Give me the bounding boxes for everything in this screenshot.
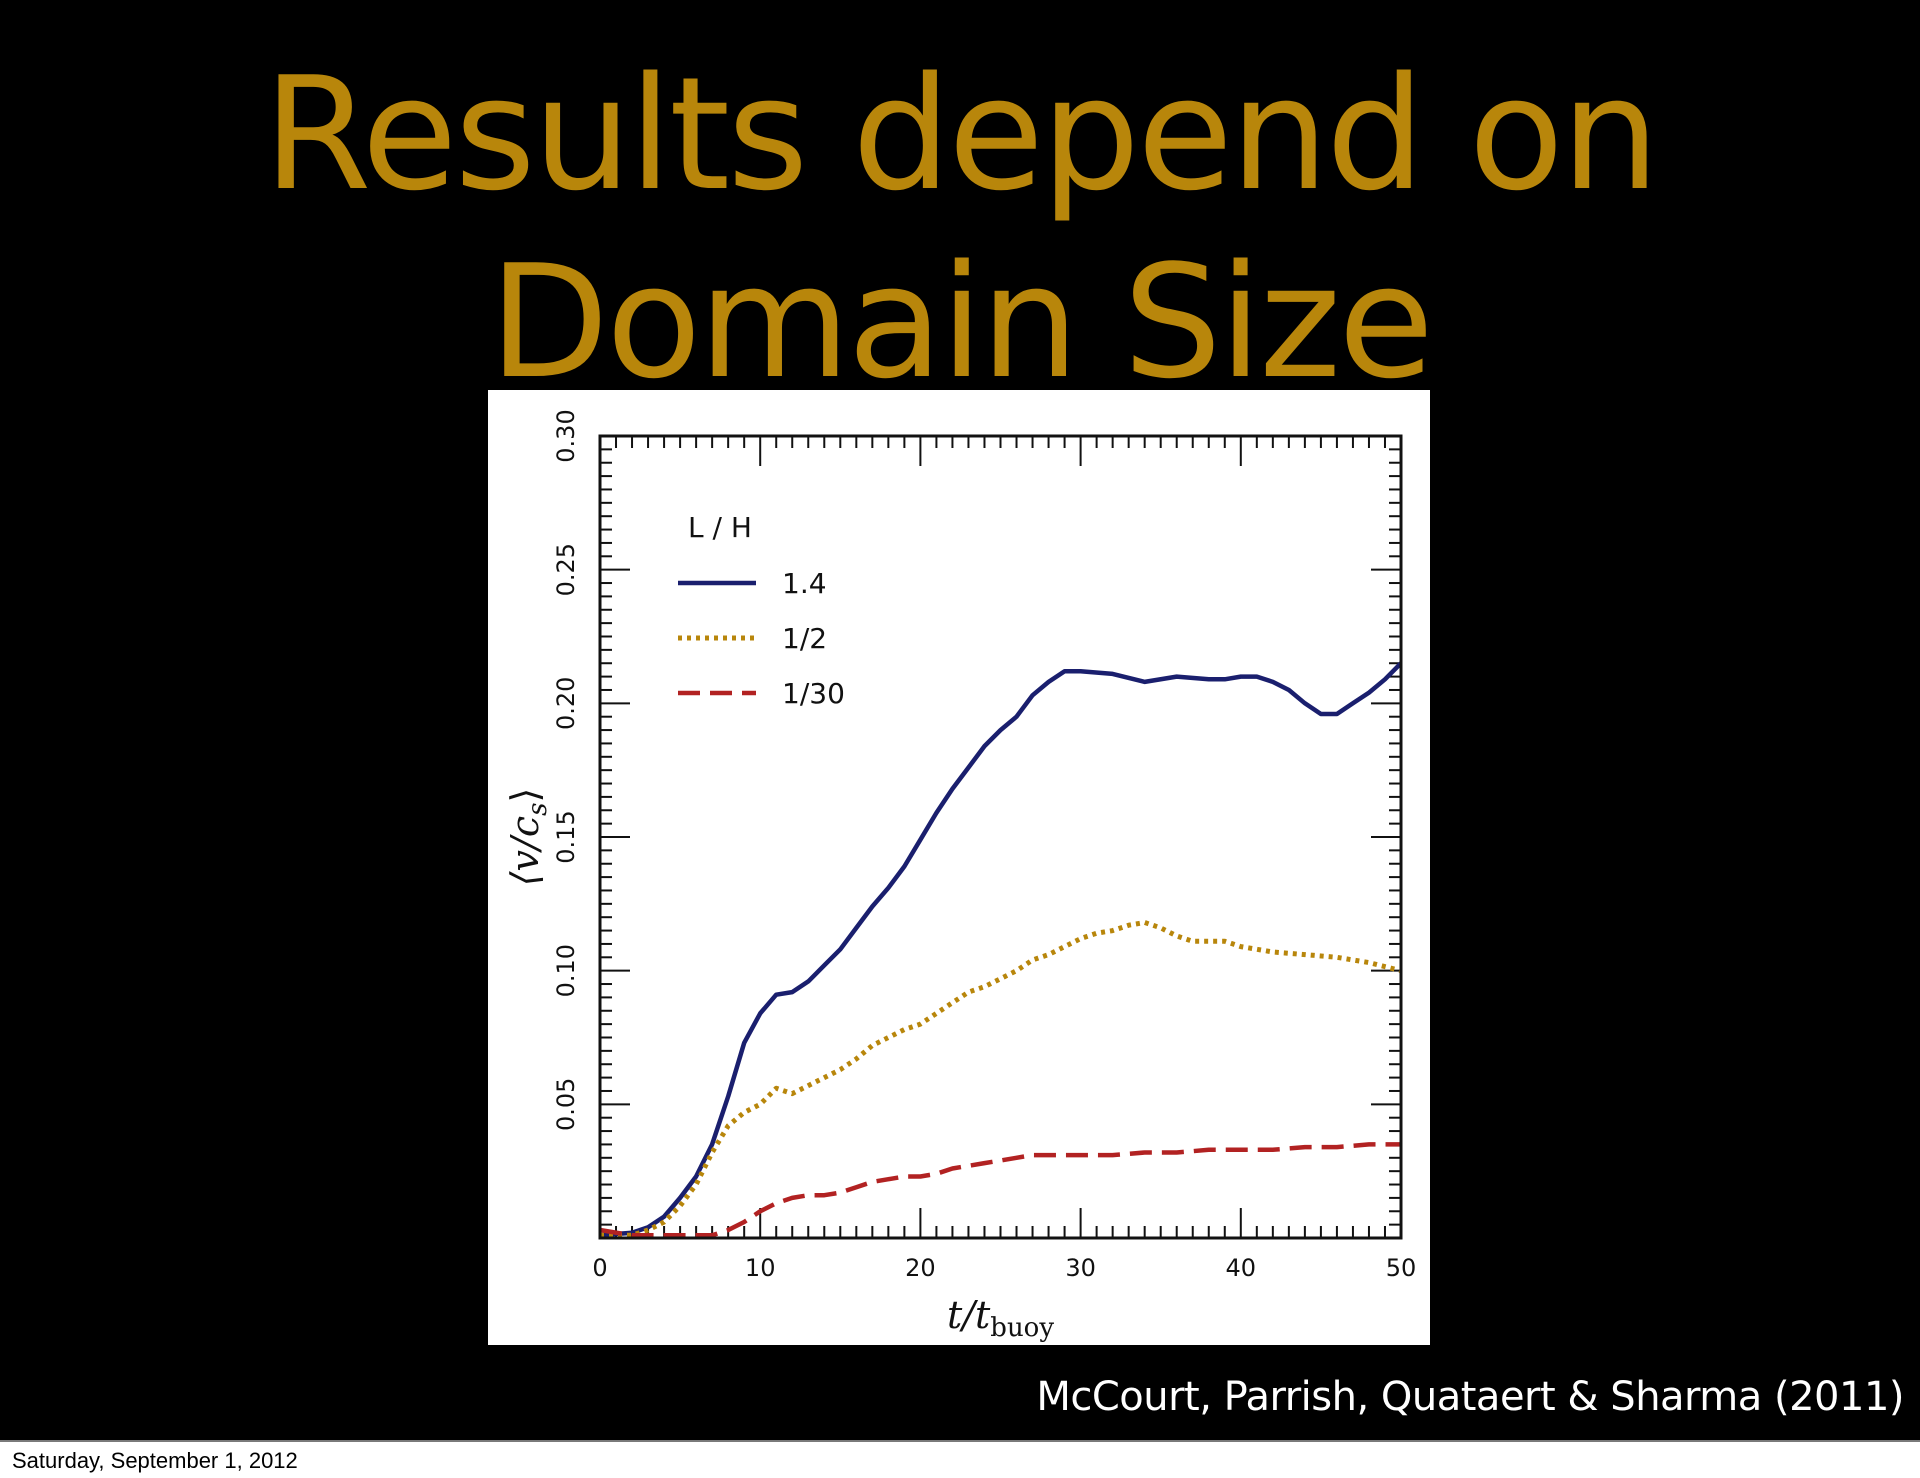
- y-tick-label: 0.20: [552, 677, 580, 730]
- legend-label: 1/30: [782, 677, 845, 710]
- y-tick-label: 0.10: [552, 944, 580, 997]
- x-axis-label: t/tbuoy: [947, 1293, 1054, 1343]
- x-tick-label: 20: [905, 1254, 936, 1282]
- x-tick-label: 10: [745, 1254, 776, 1282]
- y-tick-label: 0.05: [552, 1078, 580, 1131]
- series-line-1: [599, 661, 1403, 1238]
- legend-label: 1/2: [782, 622, 827, 655]
- footer-date: Saturday, September 1, 2012: [12, 1448, 298, 1473]
- legend: L / H 1.4 1/2 1/30: [678, 511, 845, 710]
- series-line-2: [600, 920, 1402, 1238]
- y-tick-label: 0.25: [552, 543, 580, 596]
- title-line-1: Results depend on: [263, 43, 1660, 225]
- slide-title: Results depend on Domain Size: [0, 40, 1920, 416]
- title-line-2: Domain Size: [488, 231, 1434, 413]
- line-chart: 0.05 0.10 0.15 0.20 0.25 0.30 0 10 20 30 40 50 t/t…: [503, 409, 1416, 1343]
- x-tick-label: 0: [592, 1254, 607, 1282]
- y-tick-label: 0.15: [552, 810, 580, 863]
- plot-frame: [598, 434, 1403, 1240]
- plot-panel: 0.05 0.10 0.15 0.20 0.25 0.30 0 10 20 30 40 50 t/t…: [488, 390, 1430, 1345]
- legend-title: L / H: [688, 511, 752, 544]
- slide: Results depend on Domain Size 0.05 0.10 0.…: [0, 0, 1920, 1440]
- footer-bar: Saturday, September 1, 2012: [0, 1440, 1920, 1478]
- legend-label: 1.4: [782, 567, 827, 600]
- y-tick-labels: 0.05 0.10 0.15 0.20 0.25 0.30: [552, 409, 580, 1131]
- series-line-3: [599, 1142, 1401, 1238]
- y-tick-label: 0.30: [552, 409, 580, 462]
- x-tick-label: 50: [1386, 1254, 1417, 1282]
- y-axis-label: ⟨v/cs⟩: [503, 788, 553, 887]
- x-tick-label: 30: [1065, 1254, 1096, 1282]
- x-tick-labels: 0 10 20 30 40 50: [592, 1254, 1416, 1282]
- series-lines: [599, 661, 1403, 1238]
- citation: McCourt, Parrish, Quataert & Sharma (201…: [1036, 1374, 1904, 1420]
- x-tick-label: 40: [1226, 1254, 1257, 1282]
